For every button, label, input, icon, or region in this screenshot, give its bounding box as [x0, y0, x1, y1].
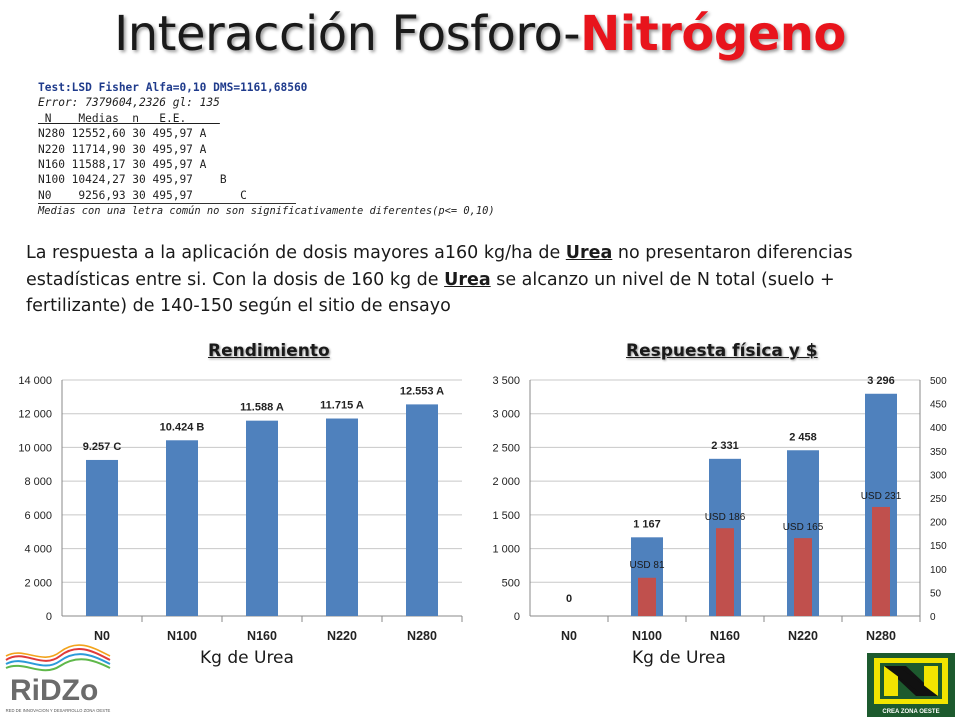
y-tick-label: 2 000 [24, 577, 52, 589]
x-tick-label: N100 [167, 629, 197, 643]
data-label-physical: 3 296 [867, 375, 895, 387]
urea-highlight: Urea [565, 243, 613, 263]
rendimiento-chart: 0 2 000 4 000 6 000 8 000 10 000 12 000 14 000 9… [18, 375, 463, 643]
data-label-usd: USD 186 [705, 512, 746, 523]
bar [326, 418, 358, 616]
y-tick-label-right: 300 [930, 470, 947, 481]
description-paragraph: La respuesta a la aplicación de dosis ma… [26, 240, 941, 320]
data-label: 12.553 A [400, 385, 444, 397]
x-tick-label: N220 [327, 629, 357, 643]
y-tick-label-right: 400 [930, 423, 947, 434]
logo-left-name: RiDZo [10, 674, 98, 707]
stats-header: Test:LSD Fisher Alfa=0,10 DMS=1161,68560 [38, 81, 308, 94]
respuesta-chart: 0 500 1 000 1 500 2 000 2 500 3 000 3 500 0 50 100… [492, 375, 947, 643]
crea-logo: CREA ZONA OESTE [867, 653, 955, 717]
bar-usd [638, 577, 656, 616]
data-label-physical: 0 [566, 593, 572, 605]
title-part-2: Nitrógeno [580, 6, 846, 62]
slide-title: Interacción Fosforo-Nitrógeno [0, 6, 960, 62]
y-tick-label: 8 000 [24, 476, 52, 488]
data-label: 11.588 A [240, 402, 284, 414]
y-tick-label-left: 3 000 [492, 409, 520, 421]
logo-right-name: CREA ZONA OESTE [882, 709, 939, 715]
bar [166, 440, 198, 616]
bar [406, 404, 438, 616]
y-tick-label-left: 1 500 [492, 510, 520, 522]
y-tick-label-right: 0 [930, 612, 936, 623]
paragraph-part-1: La respuesta a la aplicación de dosis ma… [26, 243, 566, 263]
data-label: 10.424 B [160, 421, 205, 433]
y-tick-label-right: 450 [930, 400, 947, 411]
x-tick-label: N280 [407, 629, 437, 643]
x-tick-label: N0 [561, 629, 577, 643]
bar [246, 420, 278, 616]
chart-title-rendimiento: Rendimiento [208, 341, 330, 361]
y-tick-label-right: 150 [930, 541, 947, 552]
x-axis-label-rendimiento: Kg de Urea [200, 648, 294, 668]
y-tick-label-right: 250 [930, 494, 947, 505]
title-part-1: Interacción Fosforo- [114, 6, 581, 62]
y-tick-label-right: 50 [930, 588, 942, 599]
x-tick-label: N220 [788, 629, 818, 643]
stats-row: N220 11714,90 30 495,97 A [38, 142, 207, 156]
y-tick-label: 0 [46, 611, 52, 623]
stats-footnote: Medias con una letra común no son signif… [38, 205, 495, 218]
chart-title-respuesta: Respuesta física y $ [626, 341, 818, 361]
bar-usd [716, 528, 734, 616]
data-label-physical: 2 458 [789, 431, 817, 443]
paragraph-part-2: no presentaron diferencias estadísticas … [26, 243, 853, 290]
stats-columns: N Medias n E.E. [38, 111, 220, 125]
x-tick-label: N160 [710, 629, 740, 643]
y-tick-label: 14 000 [18, 375, 52, 387]
x-axis-label-respuesta: Kg de Urea [632, 648, 726, 668]
paragraph-part-3: se alcanzo un nivel de N total (suelo + … [26, 269, 835, 317]
data-label-physical: 1 167 [633, 518, 661, 530]
x-tick-label: N160 [247, 629, 277, 643]
x-tick-label: N0 [94, 629, 110, 643]
y-tick-label-left: 2 500 [492, 442, 520, 454]
bar [86, 459, 118, 616]
y-tick-label-left: 1 000 [492, 544, 520, 556]
x-tick-label: N280 [866, 629, 896, 643]
urea-highlight: Urea [444, 269, 491, 290]
y-tick-label: 10 000 [18, 442, 52, 454]
stats-row: N280 12552,60 30 495,97 A [38, 127, 207, 141]
lsd-test-output: Test:LSD Fisher Alfa=0,10 DMS=1161,68560… [38, 80, 495, 220]
bar-usd [794, 538, 812, 616]
stats-error: Error: 7379604,2326 gl: 135 [38, 96, 220, 110]
data-label-physical: 2 331 [711, 440, 739, 452]
y-tick-label-right: 100 [930, 565, 947, 576]
y-tick-label: 4 000 [24, 544, 52, 556]
y-tick-label-right: 200 [930, 518, 947, 529]
y-tick-label: 12 000 [18, 409, 52, 421]
y-tick-label-left: 2 000 [492, 476, 520, 488]
y-tick-label-left: 500 [502, 577, 520, 589]
data-label: 11.715 A [320, 400, 364, 412]
data-label: 9.257 C [83, 441, 122, 453]
y-tick-label: 6 000 [24, 510, 52, 522]
data-label-usd: USD 81 [629, 560, 664, 571]
y-tick-label-right: 500 [930, 376, 947, 387]
y-tick-label-left: 0 [514, 611, 520, 623]
y-tick-label-right: 350 [930, 447, 947, 458]
stats-row: N160 11588,17 30 495,97 A [38, 158, 207, 172]
stats-row: N100 10424,27 30 495,97 B [38, 173, 227, 187]
ridzo-logo: RiDZo RED DE INNOVACION Y DESARROLLO ZON… [5, 644, 111, 713]
stats-row: N0 9256,93 30 495,97 C [38, 188, 296, 205]
data-label-usd: USD 231 [861, 491, 902, 502]
y-tick-label-left: 3 500 [492, 375, 520, 387]
data-label-usd: USD 165 [783, 522, 824, 533]
logo-left-sub: RED DE INNOVACION Y DESARROLLO ZONA OEST… [6, 708, 111, 713]
x-tick-label: N100 [632, 629, 662, 643]
bar-usd [872, 506, 890, 616]
